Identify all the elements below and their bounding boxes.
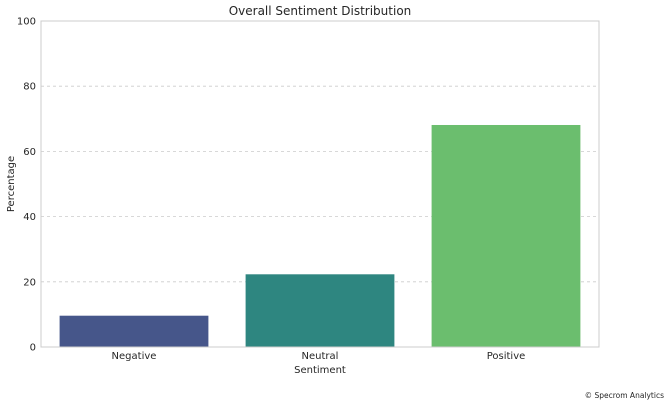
x-tick-label-negative: Negative bbox=[112, 351, 157, 362]
x-tick-label-neutral: Neutral bbox=[302, 351, 339, 362]
bar-positive bbox=[431, 124, 581, 347]
y-tick-label: 40 bbox=[23, 212, 36, 223]
y-tick-label: 20 bbox=[23, 277, 36, 288]
y-axis-ticks: 0 20 40 60 80 100 bbox=[17, 17, 36, 354]
x-axis-label: Sentiment bbox=[294, 365, 346, 376]
x-axis-ticks: Negative Neutral Positive bbox=[112, 351, 526, 362]
bar-neutral bbox=[245, 274, 395, 347]
y-tick-label: 0 bbox=[30, 343, 36, 354]
bar-negative bbox=[59, 315, 209, 347]
y-tick-label: 100 bbox=[17, 17, 36, 28]
chart-title: Overall Sentiment Distribution bbox=[229, 4, 412, 18]
y-tick-label: 60 bbox=[23, 147, 36, 158]
y-axis-label: Percentage bbox=[6, 156, 17, 212]
x-tick-label-positive: Positive bbox=[487, 351, 526, 362]
copyright-note: © Specrom Analytics bbox=[585, 391, 664, 400]
y-tick-label: 80 bbox=[23, 82, 36, 93]
plot-frame bbox=[40, 20, 600, 348]
bars bbox=[59, 124, 581, 347]
